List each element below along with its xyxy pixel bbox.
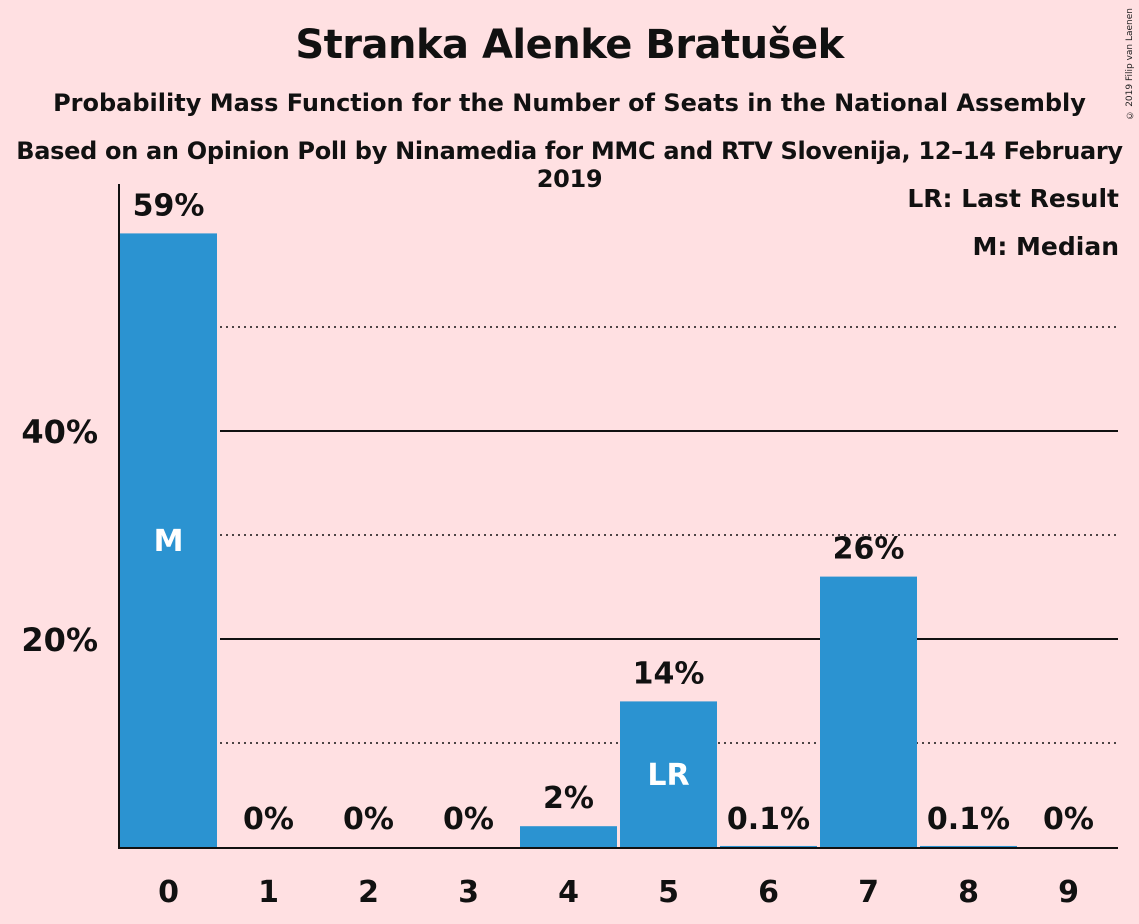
x-tick-label: 8 (958, 875, 979, 910)
x-tick-label: 9 (1058, 875, 1079, 910)
data-label: 14% (633, 656, 705, 691)
y-tick-label: 20% (21, 621, 98, 659)
data-label: 0% (243, 802, 294, 837)
data-label: 0% (443, 802, 494, 837)
data-label: 0.1% (927, 802, 1010, 837)
data-label: 26% (833, 532, 905, 567)
bar (520, 826, 617, 847)
x-tick-label: 0 (158, 875, 179, 910)
y-tick-label: 40% (21, 413, 98, 451)
bar (120, 233, 217, 847)
chart-source: Based on an Opinion Poll by Ninamedia fo… (16, 137, 1123, 193)
data-label: 59% (133, 188, 205, 223)
bar (720, 845, 817, 847)
median-marker: M (154, 524, 184, 559)
last-result-marker: LR (647, 758, 689, 793)
bar (920, 845, 1017, 847)
data-label: 2% (543, 781, 594, 816)
x-tick-label: 7 (858, 875, 879, 910)
legend-last-result: LR: Last Result (907, 184, 1119, 213)
bar (620, 701, 717, 847)
x-tick-label: 5 (658, 875, 679, 910)
x-tick-label: 2 (358, 875, 379, 910)
chart-subtitle: Probability Mass Function for the Number… (53, 89, 1086, 117)
data-label: 0% (343, 802, 394, 837)
x-tick-label: 4 (558, 875, 579, 910)
data-label: 0.1% (727, 802, 810, 837)
chart-title: Stranka Alenke Bratušek (295, 22, 844, 68)
legend-median: M: Median (972, 232, 1119, 261)
x-tick-label: 3 (458, 875, 479, 910)
x-tick-label: 6 (758, 875, 779, 910)
data-label: 0% (1043, 802, 1094, 837)
x-tick-label: 1 (258, 875, 279, 910)
bar (820, 576, 917, 847)
